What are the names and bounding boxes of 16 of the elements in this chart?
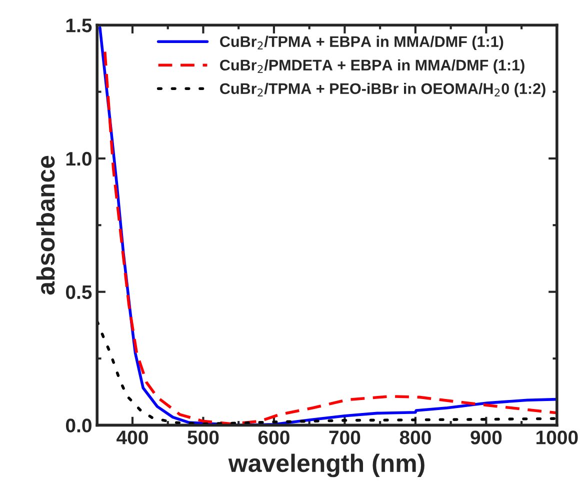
y-tick-label: 1.0 (66, 152, 92, 166)
y-tick-label: 0.0 (66, 418, 92, 432)
y-tick-label: 0.5 (66, 285, 92, 300)
x-tick-label: 1000 (536, 430, 578, 444)
x-tick-label: 800 (400, 430, 431, 444)
x-tick-label: 700 (329, 430, 360, 444)
y-tick-label: 1.5 (66, 18, 92, 32)
x-axis-title: wavelength (nm) (228, 454, 424, 478)
legend-label: CuBr$_{2}$/TPMA + PEO-iBBr in OEOMA/H$_{2}$0 (1:2) (220, 82, 546, 98)
x-tick-label: 500 (188, 430, 219, 444)
legend-label: CuBr$_{2}$/TPMA + EBPA in MMA/DMF (1:1) (220, 36, 504, 50)
y-axis-title: absorbance (36, 156, 55, 295)
x-tick-label: 600 (258, 430, 290, 444)
x-tick-label: 900 (470, 430, 502, 444)
x-tick-label: 400 (116, 430, 148, 444)
legend-label: CuBr$_{2}$/PMDETA + EBPA in MMA/DMF (1:1) (220, 59, 524, 74)
